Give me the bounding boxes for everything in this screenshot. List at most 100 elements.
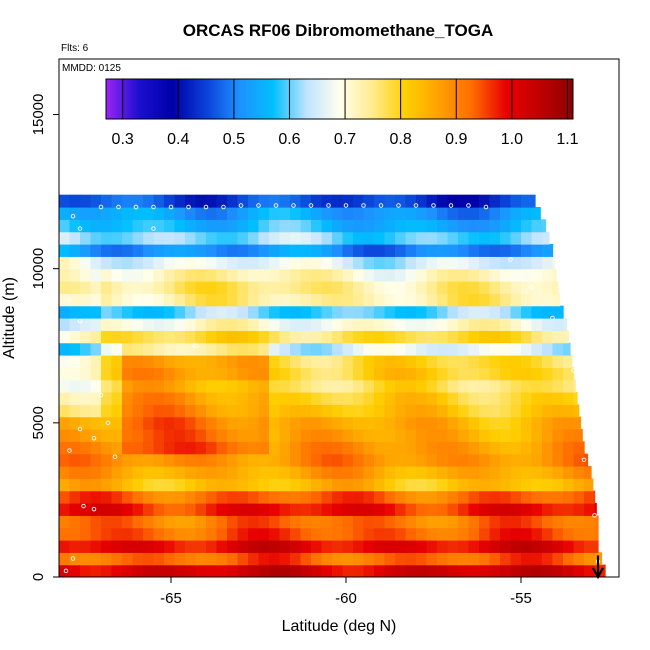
heatmap-cell xyxy=(437,404,449,418)
heatmap-cell xyxy=(342,256,354,270)
heatmap-cell xyxy=(153,355,165,368)
heatmap-cell xyxy=(101,256,113,270)
heatmap-cell xyxy=(563,367,575,381)
heatmap-cell xyxy=(563,318,568,331)
heatmap-cell xyxy=(458,231,470,245)
heatmap-cell xyxy=(479,207,491,220)
heatmap-cell xyxy=(174,416,186,430)
heatmap-cell xyxy=(195,244,207,257)
heatmap-cell xyxy=(552,355,564,368)
heatmap-cell xyxy=(311,404,323,418)
heatmap-cell xyxy=(195,490,207,504)
sample-marker xyxy=(151,204,156,210)
heatmap-cell xyxy=(321,441,333,455)
heatmap-cell xyxy=(510,194,522,208)
heatmap-cell xyxy=(542,552,554,566)
heatmap-cell xyxy=(531,244,543,257)
heatmap-cell xyxy=(321,429,333,442)
heatmap-cell xyxy=(185,552,197,566)
heatmap-cell xyxy=(164,441,176,455)
heatmap-cell xyxy=(290,392,302,405)
heatmap-cell xyxy=(185,515,197,529)
heatmap-cell xyxy=(374,503,386,516)
heatmap-cell xyxy=(489,244,501,257)
sample-marker xyxy=(238,203,244,208)
heatmap-cell xyxy=(458,540,470,553)
heatmap-cell xyxy=(69,490,81,504)
heatmap-cell xyxy=(80,293,92,307)
heatmap-cell xyxy=(426,231,438,245)
heatmap-cell xyxy=(531,453,543,467)
heatmap-cell xyxy=(300,453,312,467)
heatmap-cell xyxy=(500,219,512,233)
heatmap-cell xyxy=(510,515,522,529)
heatmap-cell xyxy=(489,293,501,307)
heatmap-cell xyxy=(143,367,155,381)
heatmap-cell xyxy=(216,367,228,381)
heatmap-cell xyxy=(248,453,260,467)
heatmap-cell xyxy=(384,527,396,541)
heatmap-cell xyxy=(122,478,134,492)
heatmap-cell xyxy=(563,416,575,430)
heatmap-cell xyxy=(353,416,365,430)
sample-marker xyxy=(63,568,69,574)
heatmap-cell xyxy=(479,194,491,208)
heatmap-cell xyxy=(216,564,228,577)
heatmap-cell xyxy=(132,490,144,504)
heatmap-cell xyxy=(279,540,291,553)
heatmap-cell xyxy=(500,478,512,492)
heatmap-cell xyxy=(458,527,470,541)
heatmap-cell xyxy=(510,379,522,393)
heatmap-cell xyxy=(542,281,554,294)
heatmap-cell xyxy=(206,194,218,208)
heatmap-cell xyxy=(584,527,596,541)
heatmap-cell xyxy=(353,404,365,418)
heatmap-cell xyxy=(195,515,207,529)
heatmap-cell xyxy=(542,466,554,479)
heatmap-cell xyxy=(153,540,165,553)
heatmap-cell xyxy=(80,268,92,282)
heatmap-cell xyxy=(237,305,249,319)
heatmap-cell xyxy=(437,293,449,307)
heatmap-cell xyxy=(279,256,291,270)
heatmap-cell xyxy=(384,207,396,220)
heatmap-cell xyxy=(237,416,249,430)
heatmap-cell xyxy=(458,490,470,504)
heatmap-cell xyxy=(195,231,207,245)
heatmap-cell xyxy=(416,256,428,270)
heatmap-cell xyxy=(342,342,354,356)
heatmap-cell xyxy=(69,429,81,442)
heatmap-cell xyxy=(195,207,207,220)
heatmap-cell xyxy=(573,416,582,430)
heatmap-cell xyxy=(216,219,228,233)
heatmap-cell xyxy=(269,527,281,541)
heatmap-cell xyxy=(195,552,207,566)
heatmap-cell xyxy=(164,527,176,541)
heatmap-cell xyxy=(279,527,291,541)
heatmap-cell xyxy=(227,305,239,319)
heatmap-cell xyxy=(521,453,533,467)
heatmap-cell xyxy=(384,552,396,566)
heatmap-cell xyxy=(300,503,312,516)
heatmap-cell xyxy=(552,305,564,319)
heatmap-cell xyxy=(59,342,71,356)
heatmap-cell xyxy=(374,194,386,208)
heatmap-cell xyxy=(101,305,113,319)
heatmap-cell xyxy=(374,429,386,442)
heatmap-cell xyxy=(174,466,186,479)
heatmap-cell xyxy=(321,293,333,307)
heatmap-cell xyxy=(164,515,176,529)
heatmap-cell xyxy=(311,515,323,529)
sample-marker xyxy=(343,203,349,208)
heatmap-cell xyxy=(416,416,428,430)
heatmap-cell xyxy=(69,392,81,405)
heatmap-cell xyxy=(384,429,396,442)
heatmap-cell xyxy=(489,392,501,405)
heatmap-cell xyxy=(300,404,312,418)
colorbar-tick-label: 0.9 xyxy=(445,131,467,148)
heatmap-cell xyxy=(237,367,249,381)
heatmap-cell xyxy=(153,367,165,381)
heatmap-cell xyxy=(290,219,302,233)
heatmap-cell xyxy=(101,318,113,331)
